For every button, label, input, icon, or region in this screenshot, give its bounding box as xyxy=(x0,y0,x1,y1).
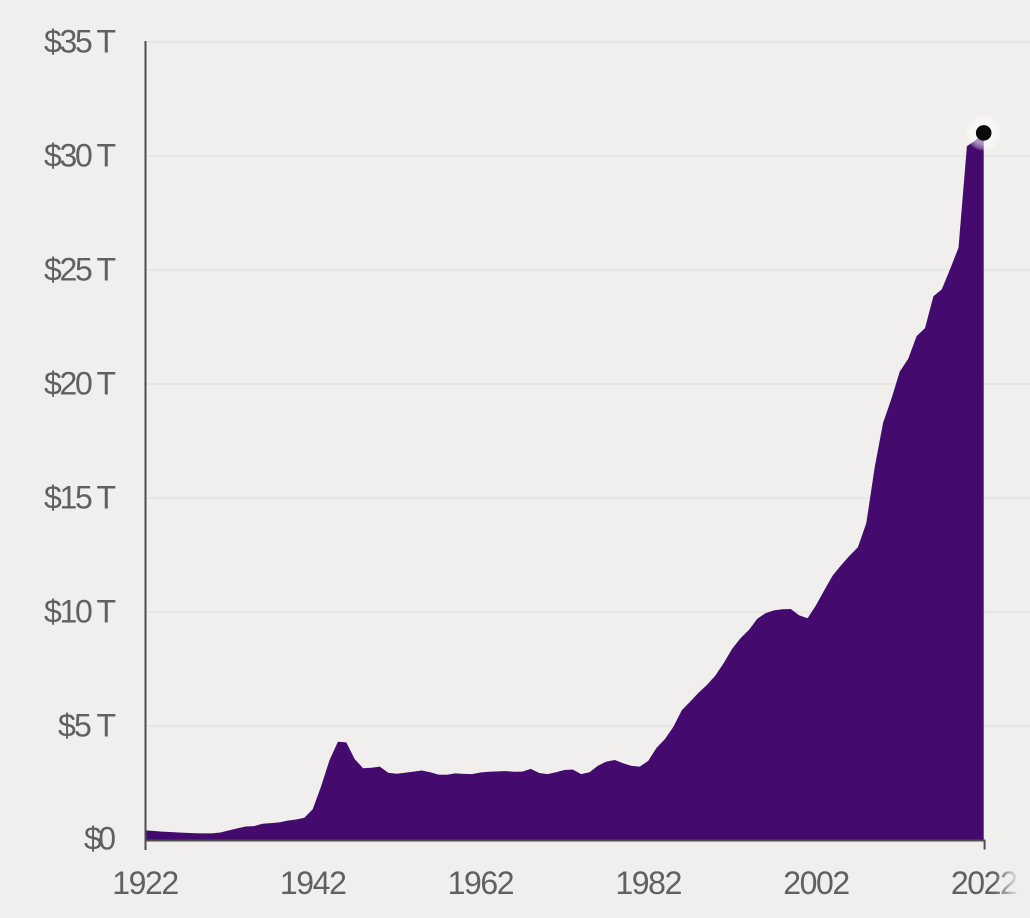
svg-text:$0: $0 xyxy=(84,821,116,857)
svg-text:$15 T: $15 T xyxy=(44,480,116,516)
svg-text:$20 T: $20 T xyxy=(44,366,116,402)
svg-text:2002: 2002 xyxy=(783,865,849,901)
svg-text:1982: 1982 xyxy=(615,865,681,901)
svg-text:1922: 1922 xyxy=(112,865,178,901)
svg-text:$5 T: $5 T xyxy=(58,708,116,744)
svg-text:$10 T: $10 T xyxy=(44,594,116,630)
svg-text:1942: 1942 xyxy=(280,865,346,901)
svg-text:$25 T: $25 T xyxy=(44,252,116,288)
svg-text:$30 T: $30 T xyxy=(44,138,116,174)
svg-text:1962: 1962 xyxy=(448,865,514,901)
svg-text:$35 T: $35 T xyxy=(44,24,116,60)
